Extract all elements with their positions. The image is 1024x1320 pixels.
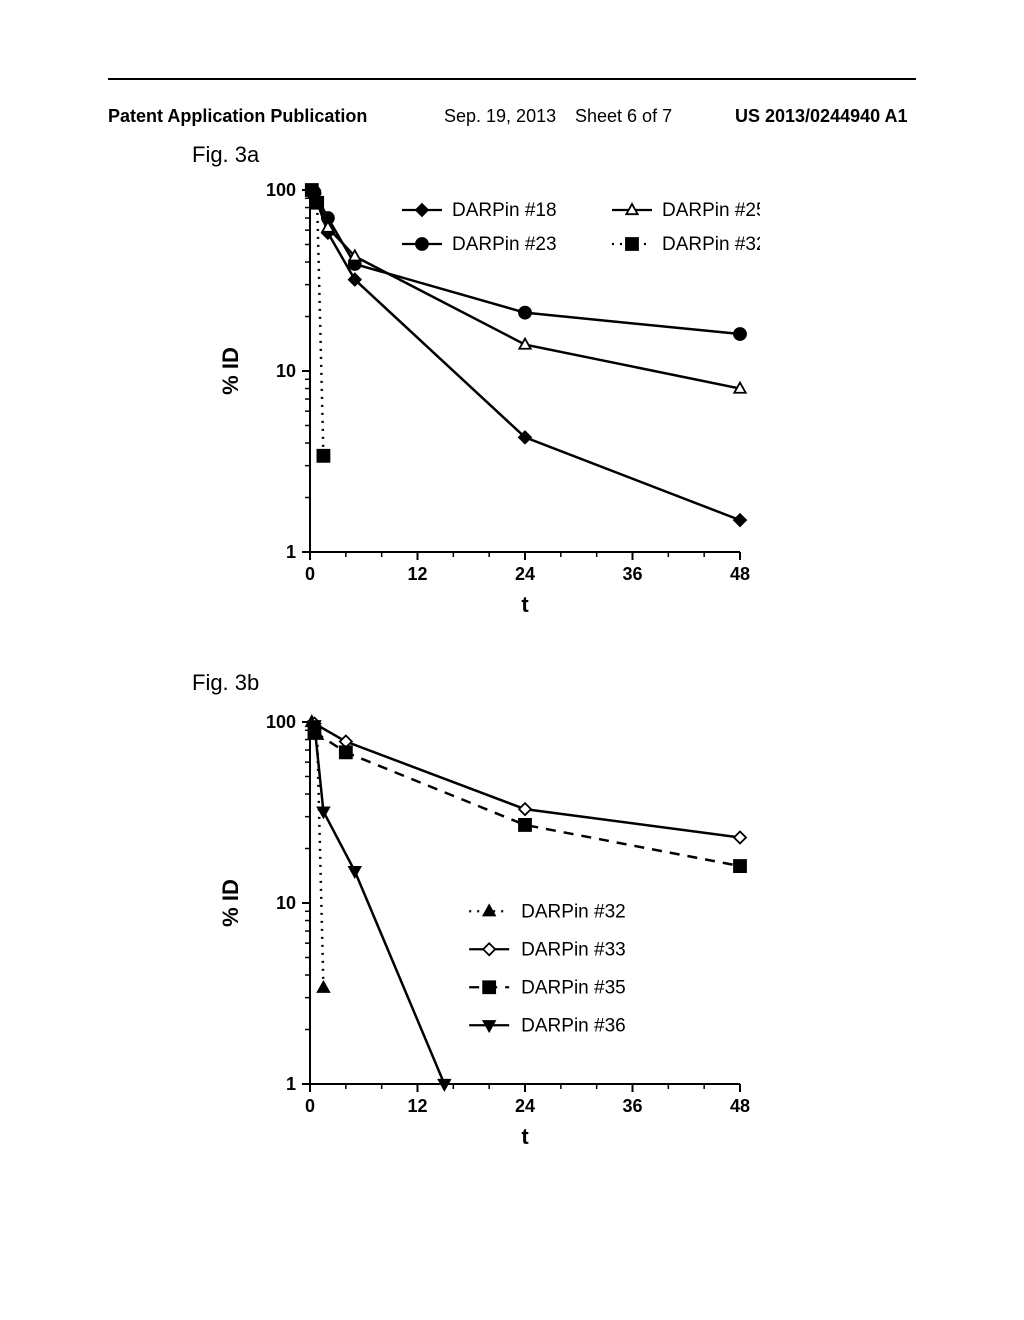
svg-text:24: 24 bbox=[515, 564, 535, 584]
svg-text:DARPin #18: DARPin #18 bbox=[452, 200, 557, 221]
svg-text:12: 12 bbox=[407, 564, 427, 584]
svg-text:10: 10 bbox=[276, 893, 296, 913]
svg-text:100: 100 bbox=[266, 712, 296, 732]
svg-text:48: 48 bbox=[730, 564, 750, 584]
page-header: Patent Application Publication Sep. 19, … bbox=[0, 56, 1024, 86]
svg-text:DARPin #23: DARPin #23 bbox=[452, 234, 557, 255]
chart-fig-3b: 0 12 24 36 48 1 10 100 t % ID DARPin #32 DARPin #33… bbox=[200, 702, 760, 1162]
svg-text:0: 0 bbox=[305, 564, 315, 584]
svg-text:DARPin #25: DARPin #25 bbox=[662, 200, 760, 221]
svg-text:DARPin #36: DARPin #36 bbox=[521, 1015, 626, 1036]
svg-text:DARPin #35: DARPin #35 bbox=[521, 977, 626, 998]
sheet-number: Sheet 6 of 7 bbox=[575, 106, 672, 127]
svg-text:36: 36 bbox=[622, 1096, 642, 1116]
svg-text:DARPin #32: DARPin #32 bbox=[662, 234, 760, 255]
svg-text:1: 1 bbox=[286, 1074, 296, 1094]
svg-text:t: t bbox=[521, 1124, 529, 1149]
chart-fig-3a: 0 12 24 36 48 1 10 100 t % ID DARPin #18 DARPin #23… bbox=[200, 170, 760, 630]
figure-label-3a: Fig. 3a bbox=[192, 142, 259, 168]
svg-text:t: t bbox=[521, 592, 529, 617]
svg-text:12: 12 bbox=[407, 1096, 427, 1116]
svg-text:% ID: % ID bbox=[218, 347, 243, 395]
svg-text:48: 48 bbox=[730, 1096, 750, 1116]
svg-text:36: 36 bbox=[622, 564, 642, 584]
svg-text:% ID: % ID bbox=[218, 879, 243, 927]
svg-text:24: 24 bbox=[515, 1096, 535, 1116]
svg-text:1: 1 bbox=[286, 542, 296, 562]
publication-type: Patent Application Publication bbox=[108, 106, 367, 127]
svg-text:DARPin #32: DARPin #32 bbox=[521, 901, 626, 922]
page: Patent Application Publication Sep. 19, … bbox=[0, 0, 1024, 1320]
publication-number: US 2013/0244940 A1 bbox=[735, 106, 907, 127]
header-rule bbox=[108, 78, 916, 80]
figure-label-3b: Fig. 3b bbox=[192, 670, 259, 696]
svg-text:100: 100 bbox=[266, 180, 296, 200]
svg-text:10: 10 bbox=[276, 361, 296, 381]
svg-text:DARPin #33: DARPin #33 bbox=[521, 939, 626, 960]
svg-text:0: 0 bbox=[305, 1096, 315, 1116]
publication-date: Sep. 19, 2013 bbox=[444, 106, 556, 127]
